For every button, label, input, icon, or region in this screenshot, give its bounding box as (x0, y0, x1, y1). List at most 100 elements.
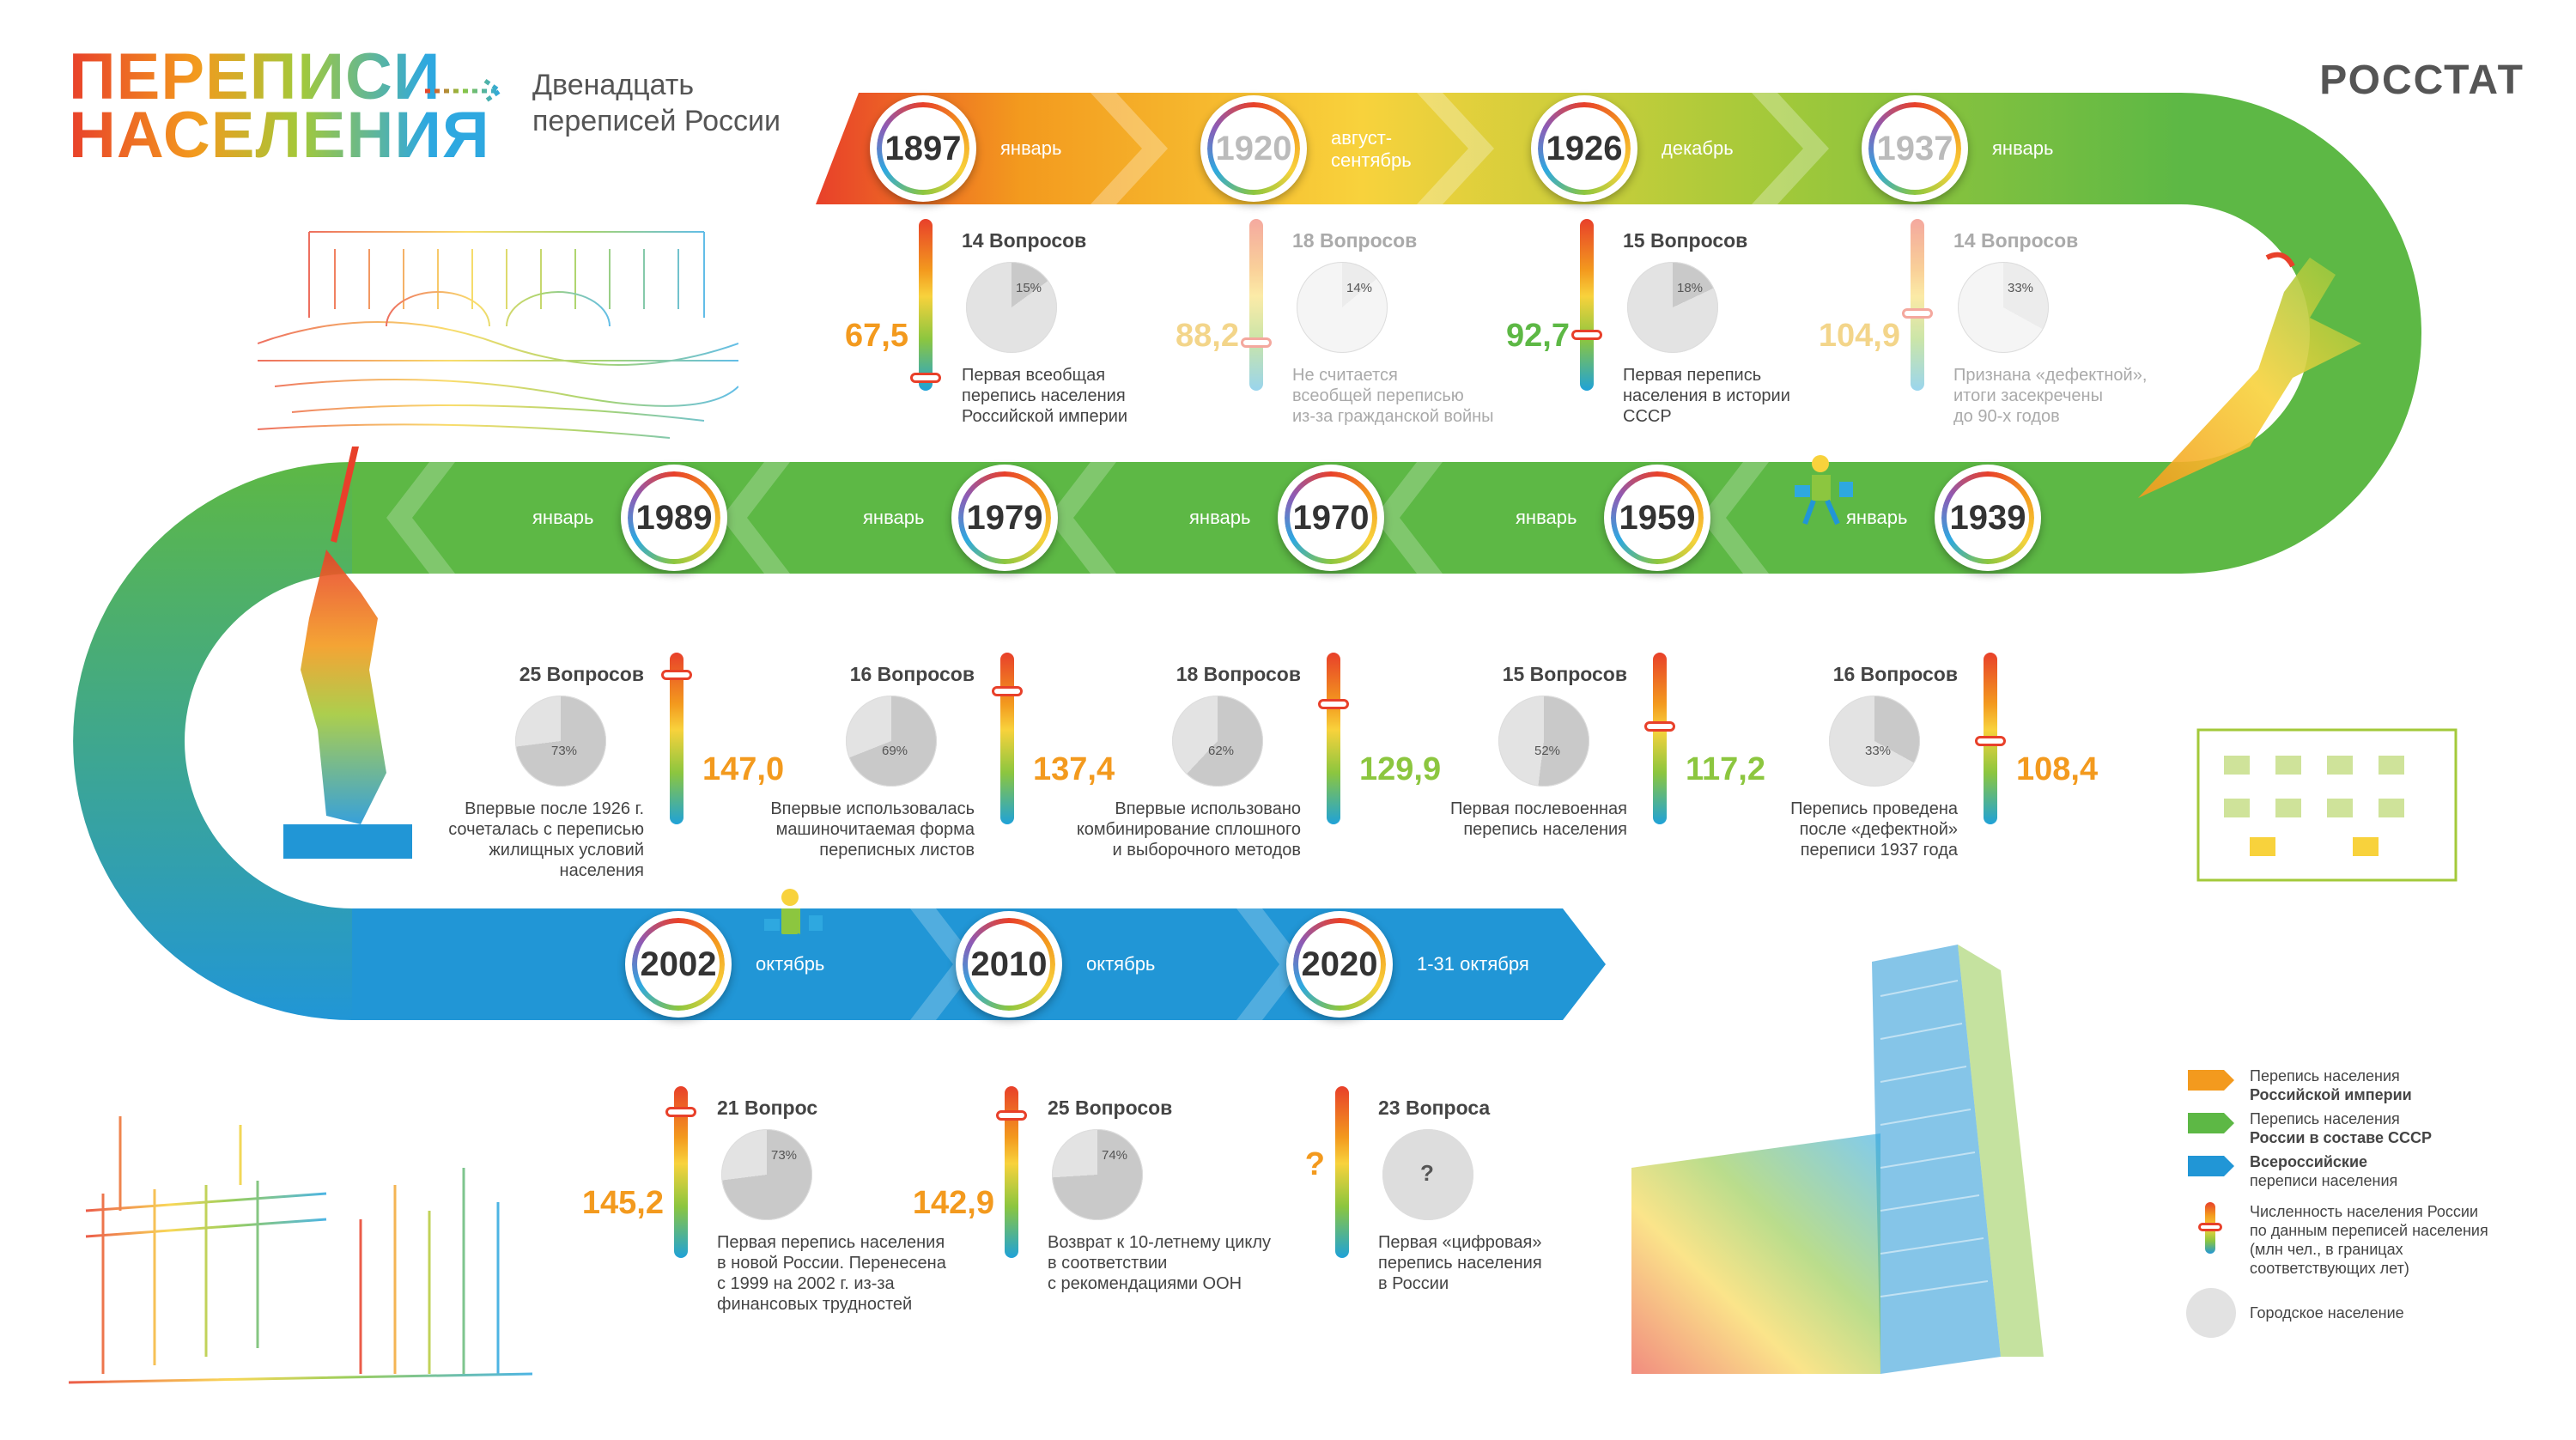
year-circle: 1979 (951, 465, 1058, 571)
month-label: январь (1846, 507, 1908, 528)
note-line: в новой России. Перенесена (717, 1254, 946, 1273)
population-bar (1975, 653, 2006, 824)
month-label: 1-31 октября (1417, 953, 1529, 975)
population-value: 104,9 (1818, 318, 1900, 354)
census-note: Перепись проведена после «дефектной» переп… (1790, 799, 1958, 860)
note-line: с рекомендациями ООН (1048, 1274, 1242, 1293)
urban-pie: 52% (1498, 696, 1589, 787)
right-curve (2181, 93, 2421, 574)
population-value: 117,2 (1686, 751, 1765, 787)
year-label: 1959 (1619, 498, 1696, 537)
population-bar (910, 219, 941, 391)
note-line: Первая всеобщая (962, 366, 1106, 385)
legend-ussr-icon (2188, 1113, 2234, 1133)
note-line: до 90-х годов (1953, 407, 2060, 426)
year-label: 1979 (966, 498, 1043, 537)
year-circle: 1926 (1531, 95, 1637, 202)
note-line: Признана «дефектной», (1953, 366, 2148, 385)
note-line: итоги засекречены (1953, 386, 2103, 405)
questions-count: 16 Вопросов (1832, 663, 1958, 685)
census-note: Признана «дефектной», итоги засекречены до… (1953, 365, 2147, 427)
note-line: Первая перепись (1623, 366, 1762, 385)
note-line: Впервые использовалась (770, 799, 975, 818)
note-line: сочеталась с переписью (448, 820, 644, 839)
year-circle: 1939 (1935, 465, 2041, 571)
note-line: населения в истории (1623, 386, 1790, 405)
urban-pie: 33% (1958, 262, 2049, 353)
note-line: населения (559, 861, 644, 880)
questions-count: 14 Вопросов (962, 229, 1087, 252)
note-line: перепись населения (1463, 820, 1627, 839)
palace-sketch (258, 231, 738, 439)
year-label: 2010 (970, 945, 1048, 983)
census-taker-icon (1795, 455, 1853, 526)
year-circle: 2020 (1286, 911, 1393, 1018)
legend-urban-pie (2186, 1288, 2236, 1338)
population-marker (910, 373, 941, 383)
motherland-statue-sketch (283, 447, 412, 859)
population-marker (1241, 337, 1272, 348)
month-label: январь (532, 507, 594, 528)
population-bar (1902, 219, 1933, 391)
note-line: в соответствии (1048, 1254, 1168, 1273)
year-label: 1970 (1292, 498, 1370, 537)
urban-pie: 15% (966, 262, 1057, 353)
questions-count: 18 Вопросов (1292, 229, 1418, 252)
census-taker-icon-2 (764, 889, 823, 959)
questions-count: 18 Вопросов (1176, 663, 1301, 685)
legend-population: Численность населения России по данным пе… (2250, 1203, 2488, 1277)
census-note: Впервые использовано комбинирование сплош… (1077, 799, 1301, 860)
year-label: 1926 (1546, 129, 1623, 167)
note-line: перепись населения (1378, 1254, 1542, 1273)
population-value: ? (1304, 1146, 1325, 1182)
urban-share-label: 74% (1102, 1148, 1128, 1163)
urban-share-label: 69% (882, 744, 908, 758)
arrow-icon (425, 78, 504, 104)
questions-count: 16 Вопросов (849, 663, 975, 685)
questions-count: 15 Вопросов (1623, 229, 1748, 252)
urban-pie: 14% (1297, 262, 1388, 353)
year-label: 2020 (1301, 945, 1378, 983)
population-value: 137,4 (1033, 751, 1115, 787)
year-label: 1937 (1876, 129, 1953, 167)
year-circle: 1937 (1862, 95, 1968, 202)
note-line: Первая «цифровая» (1378, 1233, 1542, 1252)
census-note: Впервые использовалась машиночитаемая фор… (770, 799, 975, 860)
urban-share-label: 15% (1016, 281, 1042, 295)
month-label: декабрь (1662, 137, 1734, 159)
population-marker (992, 686, 1023, 697)
note-line: Первая перепись населения (717, 1233, 945, 1252)
note-line: после «дефектной» (1799, 820, 1958, 839)
month-label: январь (1189, 507, 1251, 528)
census-note: Первая перепись населения в истории СССР (1623, 365, 1790, 427)
population-bar (1241, 219, 1272, 391)
note-line: финансовых трудностей (717, 1295, 913, 1314)
population-marker (996, 1110, 1027, 1121)
urban-pie: 18% (1627, 262, 1718, 353)
year-circle: 2010 (956, 911, 1062, 1018)
bridge-sketch (69, 1116, 532, 1384)
population-marker (665, 1106, 696, 1117)
urban-share-label: 33% (1865, 744, 1892, 758)
census-note: Впервые после 1926 г. сочеталась с перепи… (448, 799, 644, 881)
questions-count: 25 Вопросов (1048, 1097, 1173, 1119)
population-value: 108,4 (2016, 751, 2099, 787)
population-value: 67,5 (845, 318, 908, 354)
population-bar (1318, 653, 1349, 824)
questions-count: 25 Вопросов (519, 663, 644, 685)
census-note: Возврат к 10-летнему циклу в соответствии… (1048, 1232, 1271, 1294)
month-label: январь (1000, 137, 1062, 159)
legend-empire: Перепись населения Российской империи (2250, 1067, 2412, 1103)
population-marker (661, 670, 692, 680)
population-marker (1902, 308, 1933, 319)
note-line: Не считается (1292, 366, 1398, 385)
urban-share-label: 52% (1534, 744, 1561, 758)
questions-count: 23 Вопроса (1378, 1097, 1491, 1119)
month-label: октябрь (756, 953, 825, 975)
urban-pie: 73% (721, 1129, 812, 1220)
questions-count: 14 Вопросов (1953, 229, 2079, 252)
year-circle: 1989 (621, 465, 727, 571)
year-label: 2002 (640, 945, 717, 983)
questions-count: 15 Вопросов (1502, 663, 1627, 685)
note-line: Впервые после 1926 г. (465, 799, 644, 818)
